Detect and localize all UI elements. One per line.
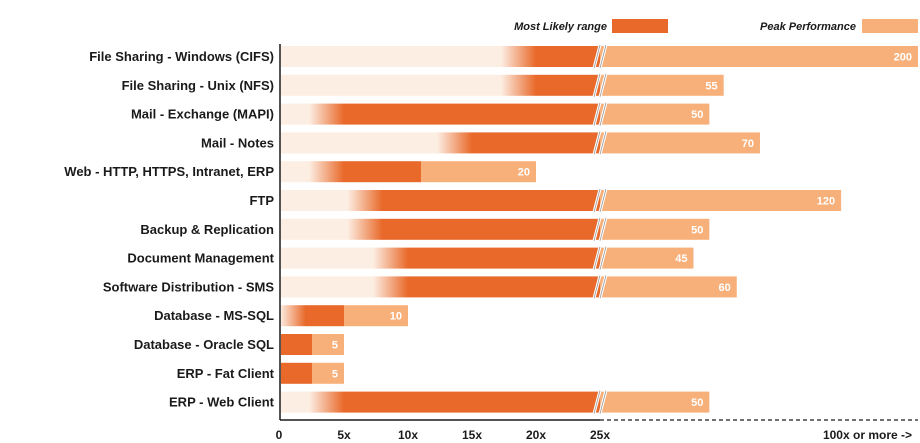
x-tick-label: 25x (590, 428, 610, 442)
x-tick-label: 15x (462, 428, 482, 442)
category-label: Mail - Exchange (MAPI) (131, 107, 274, 122)
value-label: 120 (817, 196, 835, 208)
category-label: Web - HTTP, HTTPS, Intranet, ERP (64, 164, 274, 179)
x-tick-label: 10x (398, 428, 418, 442)
axis-break-mark-outline (593, 275, 607, 299)
value-label: 50 (691, 397, 703, 409)
category-label: Database - MS-SQL (154, 308, 274, 323)
value-label: 10 (390, 311, 402, 323)
bar (281, 276, 737, 298)
axis-break-marks (592, 44, 608, 414)
category-label: File Sharing - Windows (CIFS) (89, 49, 274, 64)
bar (281, 132, 760, 154)
axis-break-mark-outline (593, 131, 607, 155)
bar (281, 334, 344, 355)
bar (281, 305, 408, 327)
value-label: 5 (332, 368, 338, 380)
axis-break-mark-outline (593, 390, 607, 414)
category-label: ERP - Fat Client (177, 366, 275, 381)
category-label: File Sharing - Unix (NFS) (122, 78, 274, 93)
bar (281, 218, 710, 240)
category-label: FTP (249, 193, 274, 208)
legend-label-most-likely: Most Likely range (514, 21, 607, 33)
chart-legend: Most Likely range Peak Performance (514, 19, 918, 33)
category-label: Database - Oracle SQL (134, 337, 274, 352)
bar (281, 391, 710, 413)
bar (281, 362, 344, 384)
x-tick-label: 20x (526, 428, 546, 442)
legend-swatch-peak-performance (862, 19, 918, 33)
value-label: 45 (675, 253, 687, 265)
x-axis-ticks: 0 5x 10x 15x 20x 25x 100x or more -> (276, 428, 912, 442)
axis-break-mark-outline (593, 188, 607, 213)
bar (281, 247, 694, 269)
bar (281, 46, 918, 67)
x-tick-label: 5x (337, 428, 351, 442)
value-label: 70 (742, 138, 754, 150)
value-label: 200 (894, 52, 912, 64)
value-label: 5 (332, 340, 338, 352)
bar (281, 190, 842, 211)
value-label: 55 (705, 80, 717, 92)
legend-swatch-most-likely (612, 19, 668, 33)
axis-break-mark-outline (593, 44, 607, 69)
x-tick-label: 100x or more -> (823, 428, 912, 442)
category-label: Mail - Notes (201, 135, 274, 150)
category-label: ERP - Web Client (169, 395, 275, 410)
bar (281, 74, 724, 96)
bar (281, 161, 536, 183)
axis-break-mark-outline (593, 217, 607, 241)
category-label: Backup & Replication (140, 222, 274, 237)
value-label: 60 (719, 282, 731, 294)
category-labels: File Sharing - Windows (CIFS) File Sharin… (64, 49, 274, 410)
bar (281, 103, 710, 125)
x-tick-label: 0 (276, 428, 283, 442)
axis-break-mark-outline (593, 246, 607, 270)
legend-label-peak-performance: Peak Performance (760, 21, 856, 33)
value-label: 20 (518, 167, 530, 179)
value-label: 50 (691, 224, 703, 236)
category-label: Document Management (127, 251, 274, 266)
category-label: Software Distribution - SMS (103, 279, 275, 294)
value-label: 50 (691, 109, 703, 121)
bars (281, 46, 918, 413)
axis-break-mark-outline (593, 73, 607, 97)
axis-break-mark-outline (593, 102, 607, 126)
